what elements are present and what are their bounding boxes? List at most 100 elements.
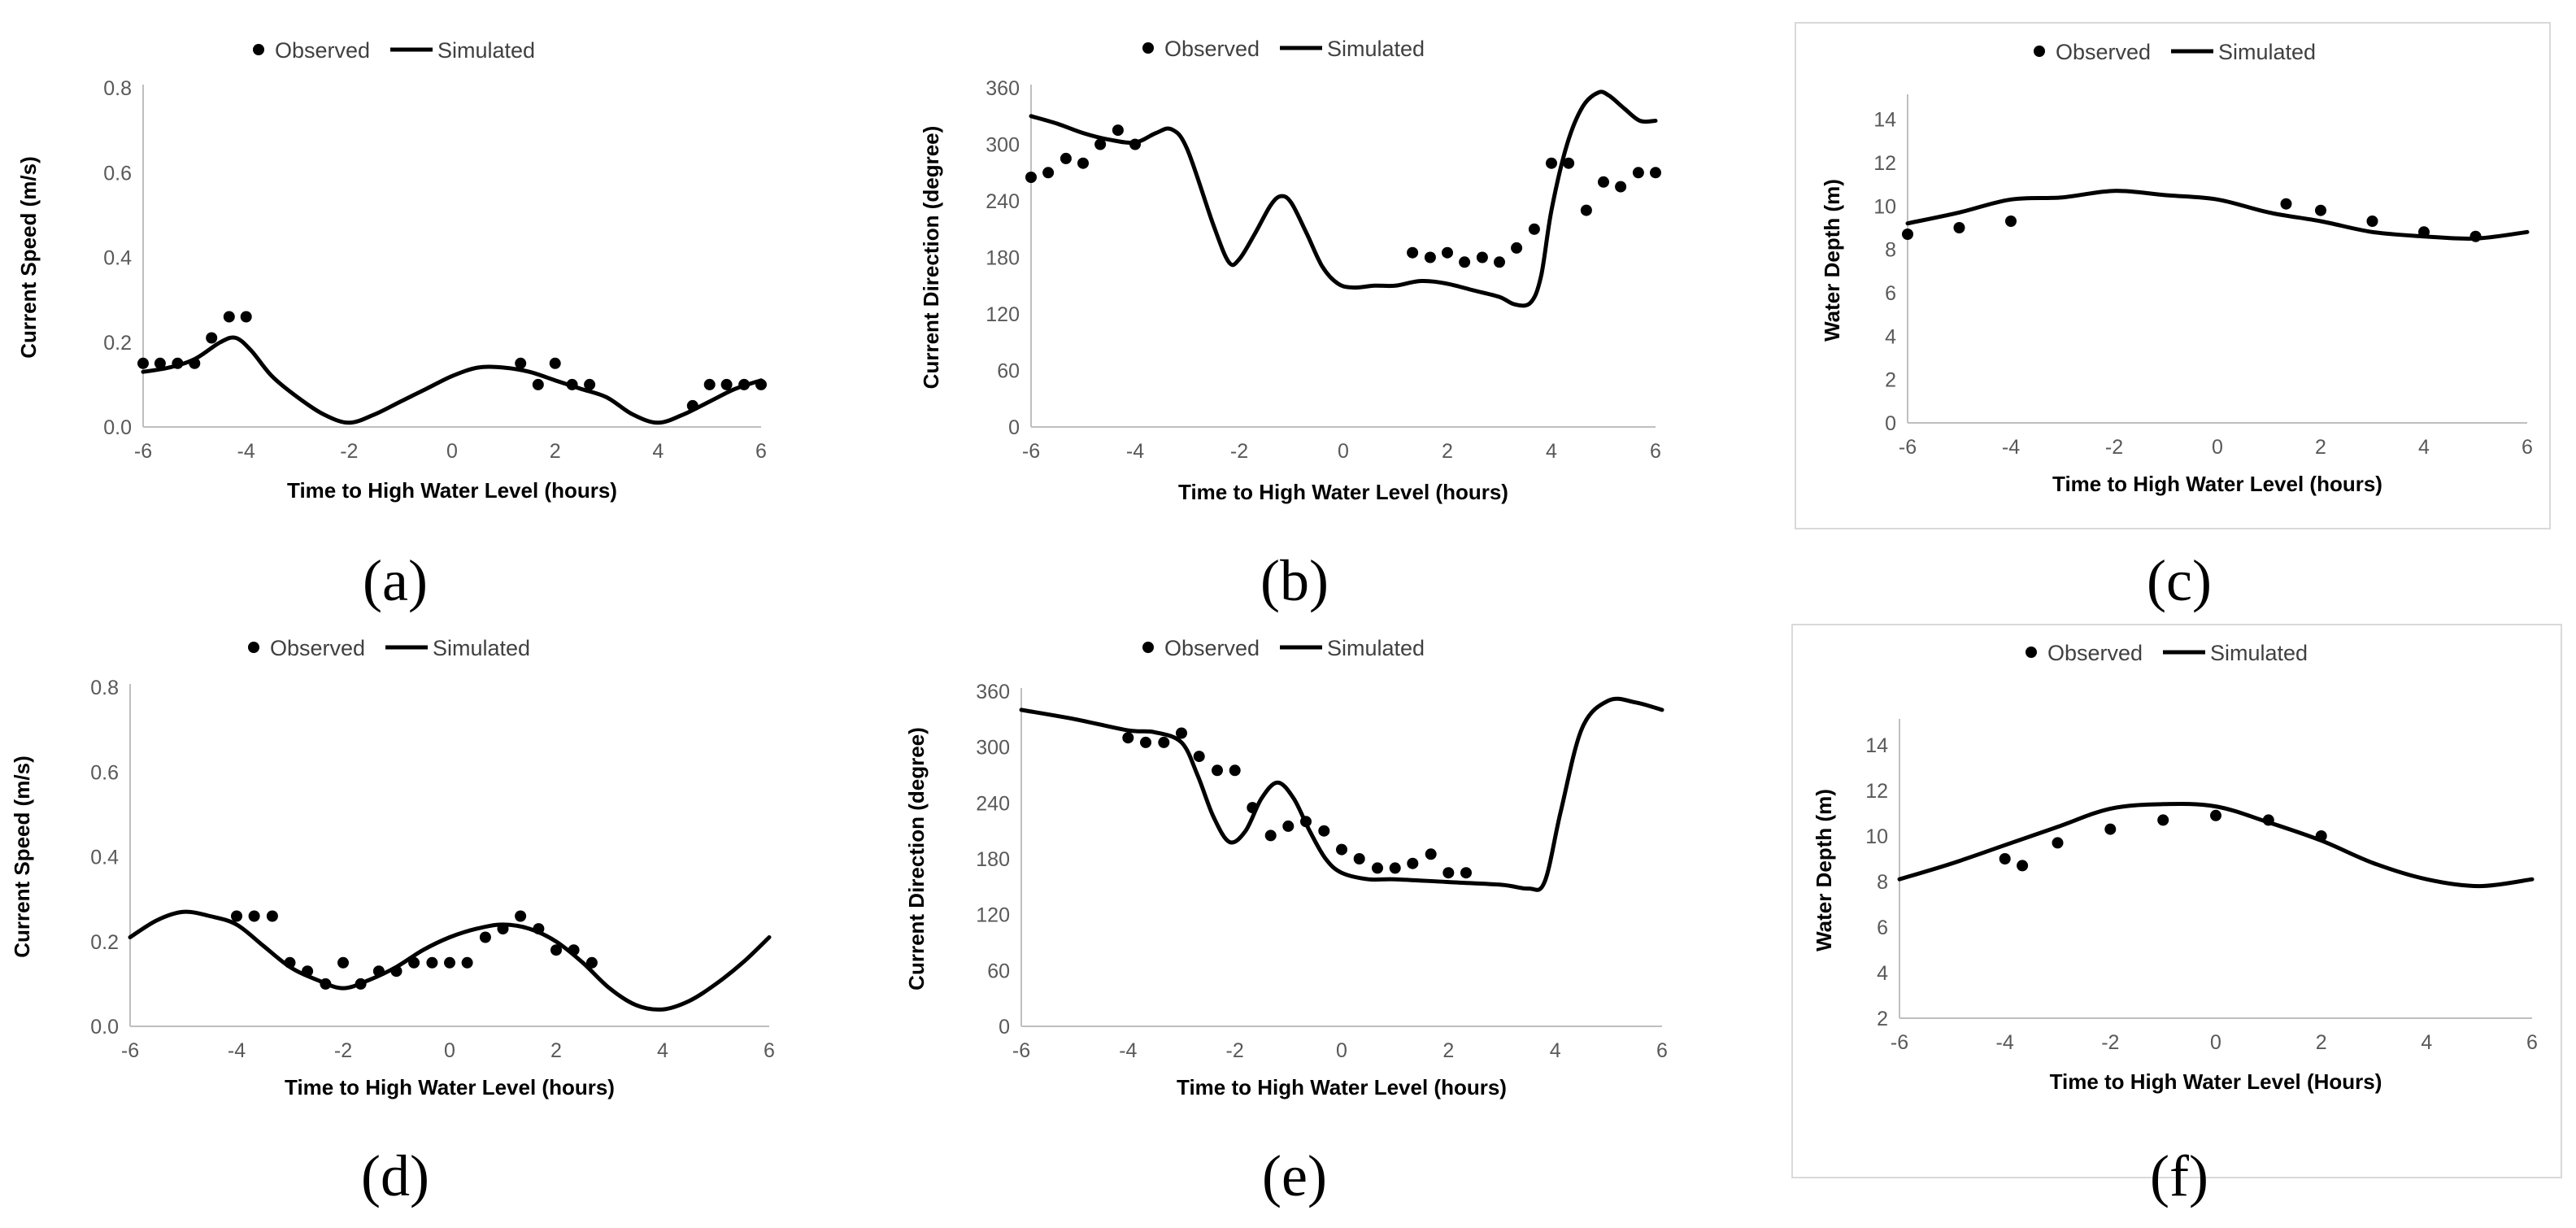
chart-2-x-tick-label: 2: [1442, 440, 1453, 463]
chart-5-y-tick-label: 60: [987, 960, 1010, 982]
chart-2-observed-point: [1060, 152, 1072, 164]
chart-5-y-tick-label: 240: [976, 792, 1010, 815]
chart-3-observed-point: [2280, 198, 2292, 210]
chart-6-observed-point: [2017, 860, 2029, 872]
chart-5-x-tick-label: 2: [1442, 1039, 1454, 1062]
chart-2-x-tick-label: -4: [1126, 440, 1144, 463]
chart-5-x-axis-title: Time to High Water Level (hours): [1177, 1075, 1507, 1100]
chart-4-x-tick-label: -2: [334, 1039, 352, 1062]
chart-5-observed-point: [1140, 736, 1151, 748]
chart-3-x-tick-label: 0: [2212, 436, 2223, 459]
chart-5-observed-point: [1353, 853, 1365, 864]
chart-3-x-tick-label: 2: [2315, 436, 2326, 459]
chart-1-legend-observed: Observed: [275, 38, 370, 63]
chart-1-x-tick-label: 0: [446, 440, 458, 463]
chart-5-x-tick-label: -6: [1012, 1039, 1030, 1062]
chart-2-y-axis-title: Current Direction (degree): [919, 126, 943, 390]
chart-1-y-axis-title: Current Speed (m/s): [16, 156, 41, 359]
chart-5-y-tick-label: 180: [976, 848, 1010, 871]
chart-4-observed-point: [266, 910, 278, 922]
chart-2-panel-label: (b): [1260, 548, 1329, 613]
chart-2-y-tick-label: 120: [986, 303, 1020, 326]
chart-1-y-tick-label: 0.0: [103, 416, 132, 439]
chart-5-observed-point: [1176, 727, 1187, 739]
chart-6-legend-observed-marker: [2026, 647, 2037, 658]
chart-5-observed-point: [1264, 830, 1277, 842]
chart-3-y-tick-label: 0: [1885, 412, 1896, 435]
chart-3-legend-observed-marker: [2034, 46, 2045, 57]
chart-5-observed-point: [1389, 862, 1401, 874]
chart-4-x-tick-label: 2: [550, 1039, 562, 1062]
chart-6-y-tick-label: 10: [1865, 825, 1888, 848]
chart-3-observed-point: [1953, 222, 1965, 233]
chart-2-observed-point: [1442, 246, 1453, 259]
chart-4-legend-observed: Observed: [270, 636, 365, 660]
chart-2-observed-point: [1632, 167, 1644, 179]
chart-6-observed-point: [1999, 853, 2011, 864]
chart-3-x-axis-title: Time to High Water Level (hours): [2052, 472, 2382, 496]
chart-1-observed-point: [549, 357, 561, 369]
chart-3-y-tick-label: 12: [1873, 152, 1896, 175]
chart-4-observed-point: [550, 944, 562, 956]
chart-2-observed-point: [1476, 251, 1488, 263]
chart-6-y-axis-title: Water Depth (m): [1812, 789, 1836, 951]
chart-2-observed-point: [1528, 223, 1540, 235]
chart-6-y-tick-label: 12: [1865, 780, 1888, 803]
chart-5-simulated-line: [1019, 696, 1664, 892]
chart-6-x-tick-label: -2: [2101, 1031, 2119, 1054]
chart-2-observed-point: [1580, 204, 1592, 216]
chart-5-observed-point: [1442, 867, 1455, 879]
chart-6: -6 -4 -2 0 2 4 6 2 4 6 8 10 12 14 Time to High Water L…: [1791, 624, 2562, 1208]
chart-3-observed-point: [2366, 216, 2378, 227]
chart-1: -6 -4 -2 0 2 4 6 0.0 0.2 0.4 0.6 0.8 Time to High Wa…: [16, 38, 767, 613]
chart-3-x-tick-label: 6: [2522, 436, 2533, 459]
chart-3-observed-point: [1902, 229, 1913, 240]
chart-2-observed-point: [1424, 251, 1436, 263]
chart-3-legend-simulated: Simulated: [2218, 40, 2316, 64]
chart-1-observed-point: [703, 378, 716, 390]
chart-5-observed-point: [1425, 848, 1437, 860]
chart-6-x-tick-label: 6: [2526, 1031, 2538, 1054]
chart-4-observed-point: [461, 956, 473, 969]
chart-2-observed-point: [1615, 181, 1627, 193]
chart-2-observed-point: [1407, 246, 1419, 259]
chart-3-x-tick-label: 4: [2418, 436, 2430, 459]
chart-2-x-tick-label: -6: [1022, 440, 1040, 463]
chart-2-observed-point: [1112, 124, 1124, 137]
chart-2-x-tick-label: 0: [1338, 440, 1349, 463]
chart-6-y-tick-label: 8: [1877, 871, 1888, 894]
chart-1-observed-point: [515, 357, 527, 369]
chart-6-observed-point: [2104, 823, 2117, 835]
chart-5-observed-point: [1407, 857, 1419, 869]
chart-6-simulated-line: [1897, 801, 2535, 889]
chart-3-y-axis-title: Water Depth (m): [1820, 179, 1844, 342]
chart-3-simulated-line: [1905, 189, 2530, 241]
chart-4-x-tick-label: -4: [228, 1039, 246, 1062]
chart-5-observed-point: [1336, 843, 1347, 856]
chart-2-x-tick-label: -2: [1230, 440, 1248, 463]
chart-3: -6 -4 -2 0 2 4 6 0 2 4 6 8 10 12 14 Time to High Water …: [1795, 22, 2551, 613]
chart-1-x-tick-label: -6: [134, 440, 152, 463]
chart-3-x-tick-label: -2: [2105, 436, 2123, 459]
chart-2-observed-point: [1598, 176, 1609, 188]
chart-5-x-tick-label: 0: [1336, 1039, 1347, 1062]
chart-5-x-tick-label: 6: [1656, 1039, 1668, 1062]
chart-6-y-tick-label: 4: [1877, 962, 1888, 985]
chart-2-y-tick-label: 360: [986, 77, 1020, 100]
chart-3-y-tick-label: 6: [1885, 282, 1896, 305]
chart-4-observed-point: [337, 956, 349, 969]
chart-1-observed-point: [137, 357, 149, 369]
chart-2-legend-simulated: Simulated: [1327, 37, 1425, 61]
chart-2-legend-observed-marker: [1142, 42, 1154, 54]
chart-4-y-axis-title: Current Speed (m/s): [10, 756, 34, 958]
chart-1-x-axis-title: Time to High Water Level (hours): [287, 478, 617, 503]
chart-5-observed-point: [1158, 736, 1170, 748]
chart-4: -6 -4 -2 0 2 4 6 0.0 0.2 0.4 0.6 0.8 Time to High Wa…: [10, 636, 775, 1208]
chart-6-legend-simulated: Simulated: [2210, 641, 2308, 665]
chart-3-x-tick-label: -4: [2002, 436, 2020, 459]
chart-2-observed-point: [1094, 138, 1107, 150]
chart-6-legend-observed: Observed: [2047, 641, 2143, 665]
chart-1-y-tick-label: 0.8: [103, 77, 132, 100]
chart-5-y-tick-label: 120: [976, 904, 1010, 927]
